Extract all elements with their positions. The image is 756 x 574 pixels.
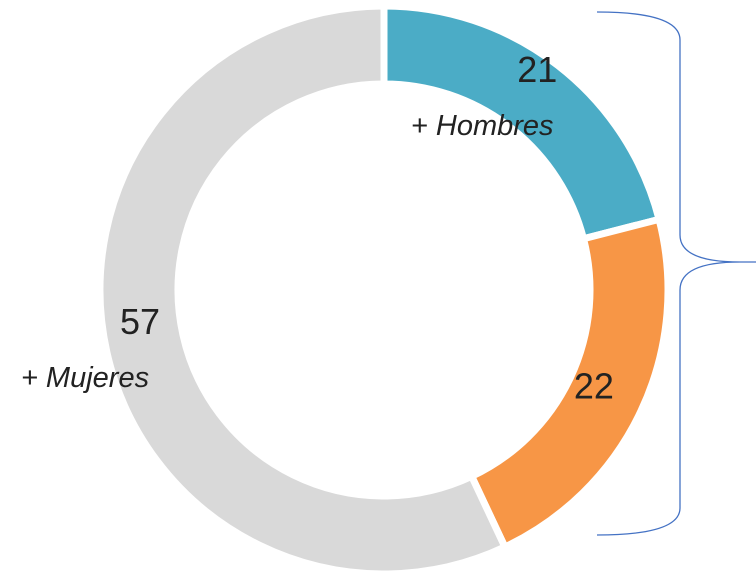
data-label: 22 xyxy=(574,365,614,406)
bracket xyxy=(596,11,756,536)
data-label: 21 xyxy=(517,49,557,90)
data-label: 57 xyxy=(120,301,160,342)
category-label: + Hombres xyxy=(411,110,554,142)
donut-segment xyxy=(467,215,672,552)
category-label: + Mujeres xyxy=(21,362,149,394)
donut-segment xyxy=(96,2,510,574)
